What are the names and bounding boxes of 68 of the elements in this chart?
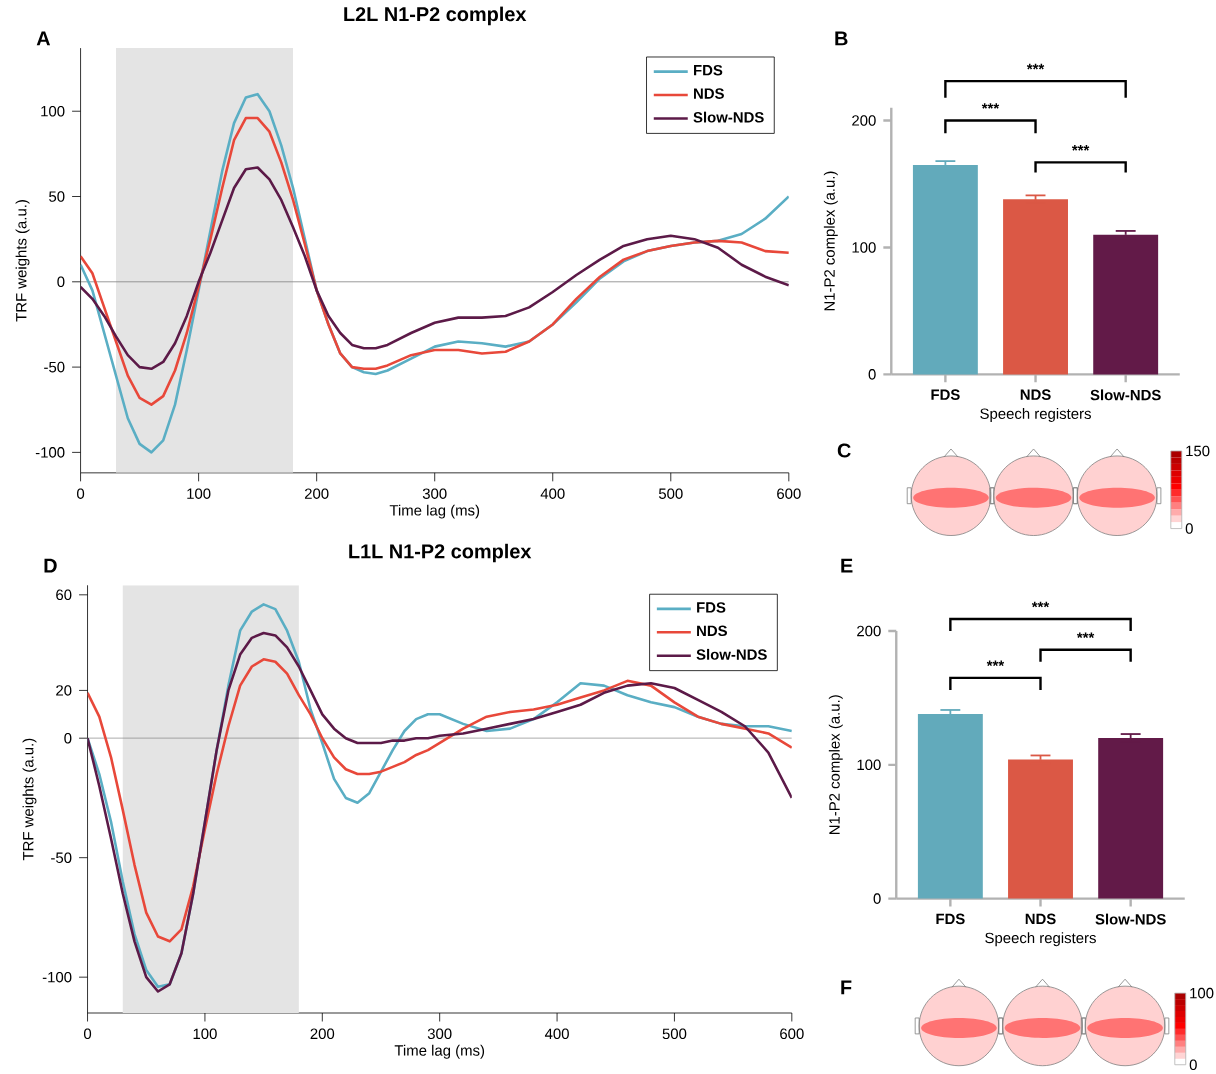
text: *** [1031,601,1050,608]
x-tick-label: NDS [1020,389,1051,401]
y-axis-title: N1-P2 complex (a.u.) [828,695,843,835]
legend-label: FDS [697,602,726,613]
y-tick-label: 60 [56,589,72,601]
x-axis-title: Time lag (ms) [394,1044,485,1059]
x-axis-title: Speech registers [980,408,1091,423]
x-axis-title: Time lag (ms) [389,504,480,519]
legend-label: NDS [697,625,727,637]
y-tick-label: 20 [56,685,72,696]
annotation: *** [981,103,1000,109]
y-tick-label: -100 [42,972,72,983]
text: B [835,31,848,46]
x-tick-label: 300 [427,1028,452,1040]
x-tick-label: 100 [193,1028,217,1040]
annotation: *** [1076,632,1095,639]
y-axis-title: TRF weights (a.u.) [15,200,30,322]
y-tick-label: 100 [852,242,876,253]
x-tick-label: 0 [77,488,85,500]
annotation: *** [986,660,1005,667]
y-tick-label: 50 [49,191,65,202]
x-tick-label: 600 [780,1028,804,1040]
chart-title: L2L N1-P2 complex [344,6,527,26]
legend-label: NDS [694,88,724,100]
y-tick-label: 100 [857,759,881,771]
text: *** [1026,63,1045,70]
x-tick-label: Slow-NDS [1090,389,1161,401]
y-tick-label: -50 [44,361,65,373]
y-axis-title: N1-P2 complex (a.u.) [823,171,838,311]
y-tick-label: 0 [868,369,876,380]
chart-title: L1L N1-P2 complex [349,543,532,563]
x-tick-label: 500 [658,488,683,500]
text: F [841,980,852,995]
y-axis-title: TRF weights (a.u.) [22,738,37,861]
x-tick-label: FDS [936,913,965,925]
y-tick-label: -50 [51,852,72,864]
x-tick-label: 400 [540,488,565,500]
text: 0 [1185,523,1193,535]
y-tick-label: 0 [64,733,72,744]
x-tick-label: 100 [187,488,211,500]
text: E [841,558,853,573]
x-tick-label: 200 [304,488,329,500]
x-tick-label: 400 [544,1028,569,1040]
annotation: *** [1071,145,1090,151]
x-tick-label: 200 [310,1028,335,1040]
legend-label: Slow-NDS [693,111,764,123]
text: D [44,558,57,573]
y-tick-label: 200 [852,115,876,126]
x-tick-label: Slow-NDS [1095,913,1166,925]
x-tick-label: 0 [83,1028,92,1040]
text: C [837,443,851,458]
x-axis-title: Speech registers [985,932,1096,947]
x-tick-label: NDS [1025,913,1056,925]
y-tick-label: 200 [857,625,881,637]
text: 0 [1189,1059,1197,1071]
text: 150 [1186,445,1210,457]
legend-label: FDS [694,65,723,76]
x-tick-label: FDS [931,389,960,401]
y-tick-label: -100 [35,447,65,458]
y-tick-label: 0 [873,893,881,905]
x-tick-label: 600 [777,488,801,500]
y-tick-label: 100 [41,106,65,117]
legend-label: Slow-NDS [696,649,767,660]
x-tick-label: 500 [662,1028,687,1040]
x-tick-label: 300 [422,488,447,500]
text: 100 [1190,987,1214,999]
y-tick-label: 0 [57,276,65,288]
text: A [36,31,51,46]
